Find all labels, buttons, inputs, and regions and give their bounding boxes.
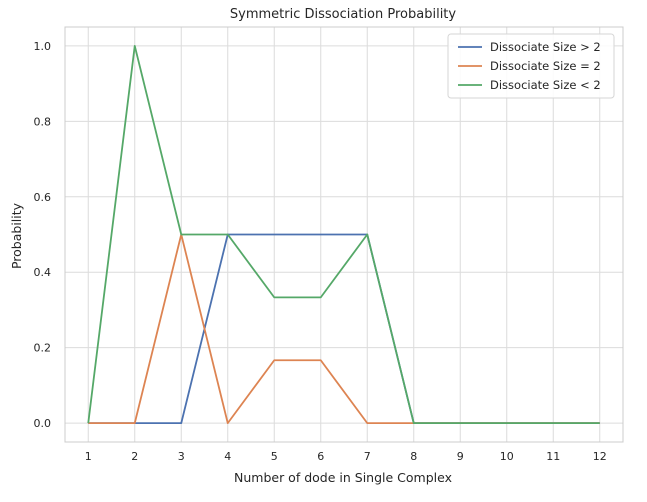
- y-tick-label: 0.2: [34, 342, 52, 355]
- x-tick-label: 12: [593, 450, 607, 463]
- x-tick-label: 8: [410, 450, 417, 463]
- legend-entry: Dissociate Size > 2: [490, 40, 601, 54]
- x-tick-label: 7: [364, 450, 371, 463]
- x-tick-label: 6: [317, 450, 324, 463]
- x-tick-label: 4: [224, 450, 231, 463]
- y-tick-label: 0.6: [34, 191, 52, 204]
- legend-entry: Dissociate Size = 2: [490, 59, 601, 73]
- x-tick-label: 2: [131, 450, 138, 463]
- y-axis-label: Probability: [9, 202, 24, 269]
- chart-title: Symmetric Dissociation Probability: [230, 7, 457, 22]
- x-tick-label: 5: [271, 450, 278, 463]
- legend-box: [447, 33, 615, 99]
- legend-entry: Dissociate Size < 2: [490, 78, 601, 92]
- series-line: [87, 44, 600, 425]
- y-tick-label: 1.0: [34, 40, 52, 53]
- y-tick-label: 0.8: [34, 115, 52, 128]
- x-tick-label: 3: [178, 450, 185, 463]
- x-tick-label: 1: [85, 450, 92, 463]
- y-tick-label: 0.0: [34, 417, 52, 430]
- plot-frame: [64, 26, 624, 443]
- x-tick-label: 11: [546, 450, 560, 463]
- x-tick-label: 10: [500, 450, 514, 463]
- y-tick-label: 0.4: [34, 266, 52, 279]
- plot-area: 1 2 3 4 5 6 7 8 9 10 11 120.00.20.40.60.81.0 Dissoci…: [34, 26, 624, 463]
- x-axis-label: Number of dode in Single Complex: [234, 470, 452, 485]
- x-tick-label: 9: [457, 450, 464, 463]
